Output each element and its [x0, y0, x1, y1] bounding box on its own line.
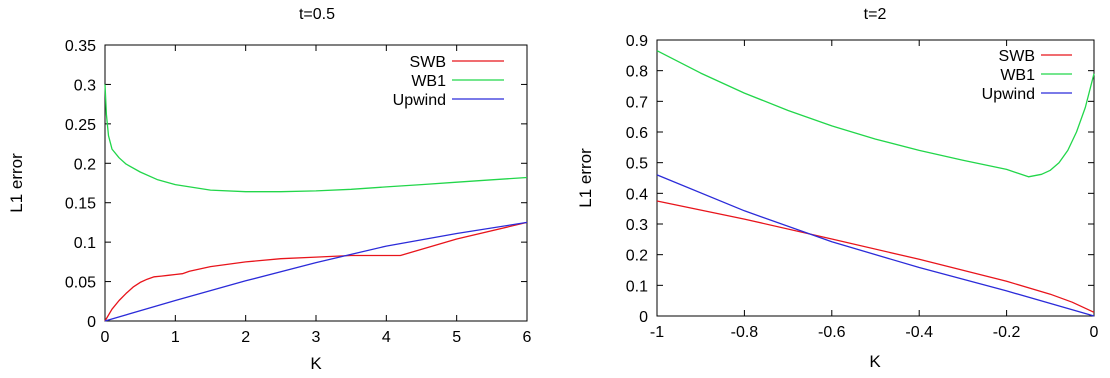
series-line-wb1 — [656, 50, 1095, 178]
y-tick-label: 0.4 — [626, 186, 648, 203]
legend-label-swb: SWB — [999, 48, 1035, 65]
y-tick-label: 0.2 — [626, 248, 648, 265]
y-axis-label: L1 error — [576, 148, 595, 208]
legend-label-upwind: Upwind — [393, 92, 446, 109]
y-tick-label: 0.1 — [74, 235, 96, 252]
x-tick-label: 4 — [382, 329, 391, 346]
series-lines — [104, 84, 528, 322]
y-tick-label: 0 — [639, 309, 648, 326]
y-tick-label: 0.15 — [65, 196, 96, 213]
y-tick-label: 0.9 — [626, 33, 648, 50]
x-tick-label: 2 — [241, 329, 250, 346]
y-tick-label: 0.1 — [626, 278, 648, 295]
y-tick-label: 0.3 — [74, 77, 96, 94]
legend: SWB WB1 Upwind — [393, 54, 504, 109]
legend-label-wb1: WB1 — [411, 73, 446, 90]
y-tick-label: 0.3 — [626, 217, 648, 234]
legend: SWB WB1 Upwind — [982, 48, 1072, 103]
y-tick-label: 0.2 — [74, 156, 96, 173]
x-tick-label: -1 — [650, 324, 664, 341]
series-line-upwind — [656, 174, 1095, 317]
x-tick-label: 0 — [101, 329, 110, 346]
series-line-upwind — [104, 221, 528, 322]
chart-left: t=0.5 K L1 error 0 1 2 3 4 5 600.050.10.150.20… — [7, 6, 532, 373]
plot-area-frame — [656, 39, 1095, 317]
x-tick-label: 0 — [1090, 324, 1099, 341]
x-tick-label: -0.4 — [905, 324, 933, 341]
chart-title: t=0.5 — [299, 6, 335, 23]
y-tick-label: 0.6 — [626, 125, 648, 142]
chart-right: t=2 K L1 error -1 -0.8 -0.6 -0.4 -0.2 0 0 0.1 0.… — [576, 6, 1099, 371]
x-tick-label: -0.6 — [818, 324, 846, 341]
x-tick-label: 3 — [312, 329, 321, 346]
chart-title: t=2 — [864, 6, 887, 23]
ticks: -1 -0.8 -0.6 -0.4 -0.2 0 0 0.1 0.2 0.3 0.4 0.5 0.6 0.… — [626, 33, 1099, 341]
y-tick-label: 0.7 — [626, 94, 648, 111]
series-lines — [656, 50, 1095, 317]
y-tick-label: 0.35 — [65, 38, 96, 55]
y-tick-label: 0.05 — [65, 275, 96, 292]
y-tick-label: 0.25 — [65, 117, 96, 134]
y-tick-label: 0 — [87, 314, 96, 331]
x-tick-label: 5 — [452, 329, 461, 346]
x-axis-label: K — [869, 352, 881, 371]
series-line-swb — [656, 200, 1095, 313]
series-line-wb1 — [104, 84, 528, 193]
x-axis-label: K — [310, 354, 322, 373]
legend-label-upwind: Upwind — [982, 86, 1035, 103]
y-axis-label: L1 error — [7, 153, 26, 213]
legend-label-wb1: WB1 — [1000, 67, 1035, 84]
ticks: 0 1 2 3 4 5 6 0 0.05 0.1 0.15 0.2 0.25 0.3 0.35 — [65, 38, 532, 346]
y-tick-label: 0.5 — [626, 156, 648, 173]
x-tick-label: -0.8 — [731, 324, 759, 341]
x-tick-label: 6 — [523, 329, 532, 346]
series-line-swb — [104, 221, 528, 322]
x-tick-label: 1 — [171, 329, 180, 346]
y-tick-label: 0.8 — [626, 64, 648, 81]
x-tick-label: -0.2 — [993, 324, 1021, 341]
legend-label-swb: SWB — [410, 54, 446, 71]
